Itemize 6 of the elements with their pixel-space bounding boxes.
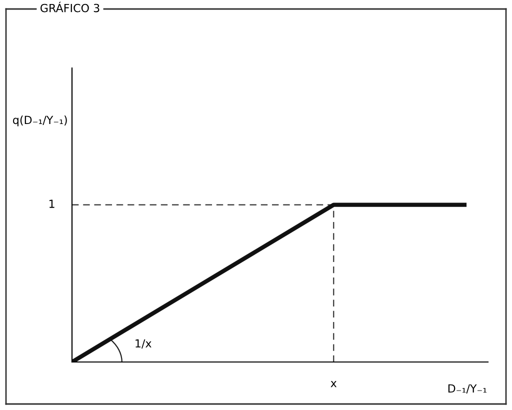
annotation: 1/x xyxy=(136,339,152,348)
x-axis-title: D₋₁/Y₋₁ xyxy=(448,384,486,394)
chart-title: GRÁFICO 3 xyxy=(40,2,100,12)
text: q(D₋₁/Y₋₁) xyxy=(13,116,67,126)
ref-line-label: 1 xyxy=(49,200,54,208)
text: x xyxy=(330,381,337,388)
